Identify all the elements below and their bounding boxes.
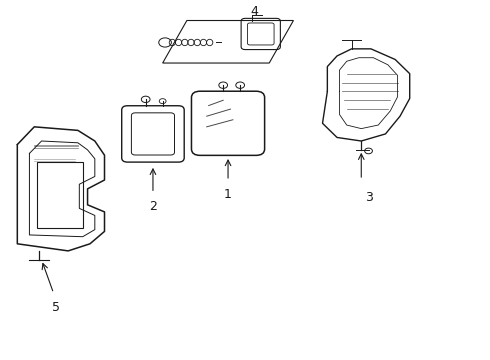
Text: 3: 3	[365, 191, 372, 204]
Text: 1: 1	[224, 188, 232, 201]
Text: 5: 5	[52, 301, 60, 314]
Text: 2: 2	[149, 201, 157, 213]
Text: 4: 4	[251, 5, 259, 18]
